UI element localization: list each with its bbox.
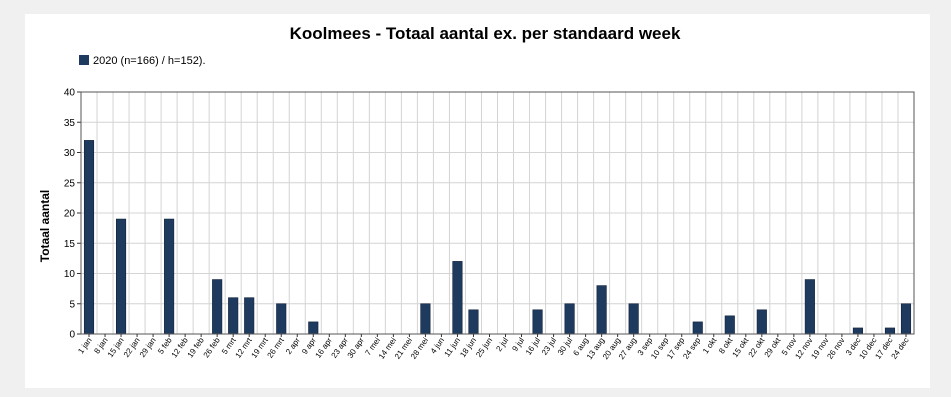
plot-frame <box>80 91 915 335</box>
x-tick-label: 26 mrt <box>266 335 287 359</box>
x-tick-label: 2 apr <box>284 336 302 356</box>
x-tick-label: 24 sep <box>681 336 702 361</box>
bar <box>804 279 815 335</box>
chart-title: Koolmees - Totaal aantal ex. per standaa… <box>290 24 681 43</box>
x-tick-label: 2 jul <box>494 336 510 353</box>
y-tick-label: 20 <box>64 209 76 220</box>
bar <box>532 309 543 335</box>
bar <box>900 303 912 335</box>
bar <box>83 140 95 335</box>
y-tick-label: 30 <box>64 148 76 159</box>
bar <box>628 303 639 335</box>
x-tick-label: 16 jul <box>524 336 542 357</box>
x-tick-label: 24 dec <box>889 336 910 361</box>
x-tick-label: 26 feb <box>202 336 222 360</box>
y-tick-label: 15 <box>64 239 76 250</box>
x-tick-label: 29 okt <box>763 335 783 359</box>
x-tick-label: 30 apr <box>346 336 367 360</box>
x-tick-label: 1 okt <box>701 335 719 355</box>
y-tick-label: 5 <box>69 299 75 310</box>
bar <box>244 297 255 335</box>
bar <box>276 303 287 335</box>
y-axis-label: Totaal aantal <box>38 190 52 262</box>
bar <box>228 297 239 335</box>
bar <box>596 285 607 335</box>
x-tick-label: 23 jul <box>540 336 558 357</box>
bar <box>756 309 767 335</box>
x-tick-label: 25 jun <box>474 336 494 359</box>
x-tick-label: 28 mei <box>409 336 430 361</box>
bar <box>420 303 431 335</box>
bar <box>164 218 175 335</box>
bar <box>308 321 319 335</box>
bar <box>884 327 896 335</box>
x-tick-label: 26 nov <box>825 336 846 361</box>
legend-label: 2020 (n=166) / h=152). <box>93 55 206 67</box>
x-tick-label: 1 jan <box>76 336 93 355</box>
y-tick-label: 25 <box>64 178 76 189</box>
y-tick-label: 0 <box>69 330 75 341</box>
y-tick-label: 40 <box>64 88 76 99</box>
bar <box>724 315 735 335</box>
bar <box>692 321 703 335</box>
bar <box>564 303 575 335</box>
y-tick-label: 10 <box>64 269 76 280</box>
bar-chart: Koolmees - Totaal aantal ex. per standaa… <box>38 24 915 361</box>
bar <box>452 261 463 335</box>
bar <box>115 218 127 335</box>
bar <box>212 279 223 335</box>
bar <box>468 309 479 335</box>
chart-card: Koolmees - Totaal aantal ex. per standaa… <box>25 14 930 388</box>
y-tick-label: 35 <box>64 118 76 129</box>
bar <box>852 327 863 335</box>
x-tick-label: 29 jan <box>138 336 158 359</box>
legend-swatch <box>79 55 89 65</box>
